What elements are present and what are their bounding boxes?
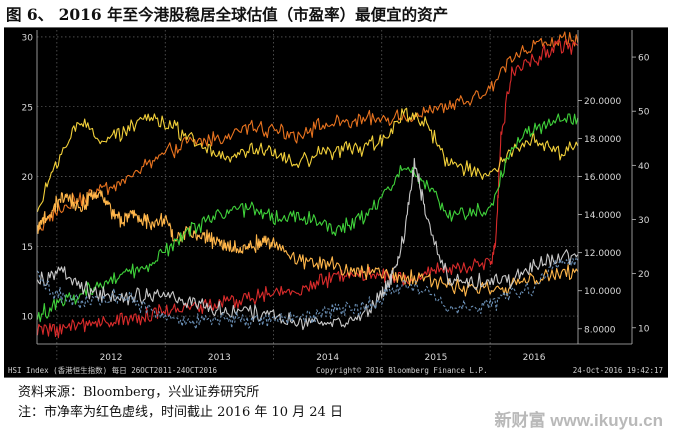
- x-tick-label: 2016: [523, 353, 546, 363]
- figure-title: 图 6、 2016 年至今港股稳居全球估值（市盈率）最便宜的资产: [6, 5, 449, 24]
- y-outer-tick-label: 50: [638, 108, 650, 118]
- axis-layer: 10 15 20 25 30 2012 2013 2014 2015 2016 8.0000 10.0…: [22, 30, 650, 363]
- y-inner-tick-label: 18.0000: [584, 135, 621, 145]
- y-inner-tick-label: 16.0000: [584, 173, 621, 183]
- y-inner-tick-label: 12.0000: [584, 249, 621, 259]
- watermark: 新财富 www.ikuyu.cn: [494, 411, 663, 430]
- note-text: 注：市净率为红色虚线，时间截止 2016 年 10 月 24 日: [18, 405, 343, 420]
- y-left-tick-label: 20: [22, 173, 34, 183]
- series-line: [36, 39, 579, 339]
- chart-background: [4, 28, 668, 377]
- y-inner-tick-label: 10.0000: [584, 287, 621, 297]
- x-tick-label: 2014: [316, 353, 339, 363]
- y-left-tick-label: 25: [22, 103, 33, 113]
- series-line: [36, 31, 579, 231]
- series-layer: [36, 31, 579, 339]
- series-line: [36, 157, 579, 331]
- series-line: [36, 189, 579, 297]
- y-outer-tick-label: 30: [638, 216, 650, 226]
- series-line: [36, 256, 579, 330]
- y-left-tick-label: 10: [22, 313, 34, 323]
- title-divider: [4, 27, 668, 28]
- footer-center: Copyright© 2016 Bloomberg Finance L.P.: [316, 366, 488, 375]
- y-outer-tick-label: 60: [638, 54, 650, 64]
- footer-right: 24-Oct-2016 19:42:17: [573, 366, 663, 375]
- x-tick-label: 2015: [425, 353, 448, 363]
- source-text: 资料来源：Bloomberg，兴业证券研究所: [18, 385, 260, 400]
- series-line: [36, 113, 579, 323]
- y-left-tick-label: 15: [22, 243, 33, 253]
- y-inner-tick-label: 14.0000: [584, 211, 621, 221]
- y-outer-tick-label: 40: [638, 162, 650, 172]
- x-tick-label: 2013: [208, 353, 231, 363]
- series-line: [36, 107, 579, 212]
- y-inner-tick-label: 8.0000: [584, 325, 616, 335]
- source-divider: [4, 377, 668, 378]
- bloomberg-line-chart: 10 15 20 25 30 2012 2013 2014 2015 2016 8.0000 10.0…: [4, 28, 668, 377]
- footer-left: HSI Index (香港恒生指数) 每日 26OCT2011-24OCT201…: [8, 365, 217, 375]
- y-left-tick-label: 30: [22, 33, 34, 43]
- grid-layer: [37, 30, 578, 362]
- y-inner-tick-label: 20.0000: [584, 97, 621, 107]
- y-outer-tick-label: 10: [638, 324, 650, 334]
- y-outer-tick-label: 20: [638, 270, 650, 280]
- x-tick-label: 2012: [100, 353, 123, 363]
